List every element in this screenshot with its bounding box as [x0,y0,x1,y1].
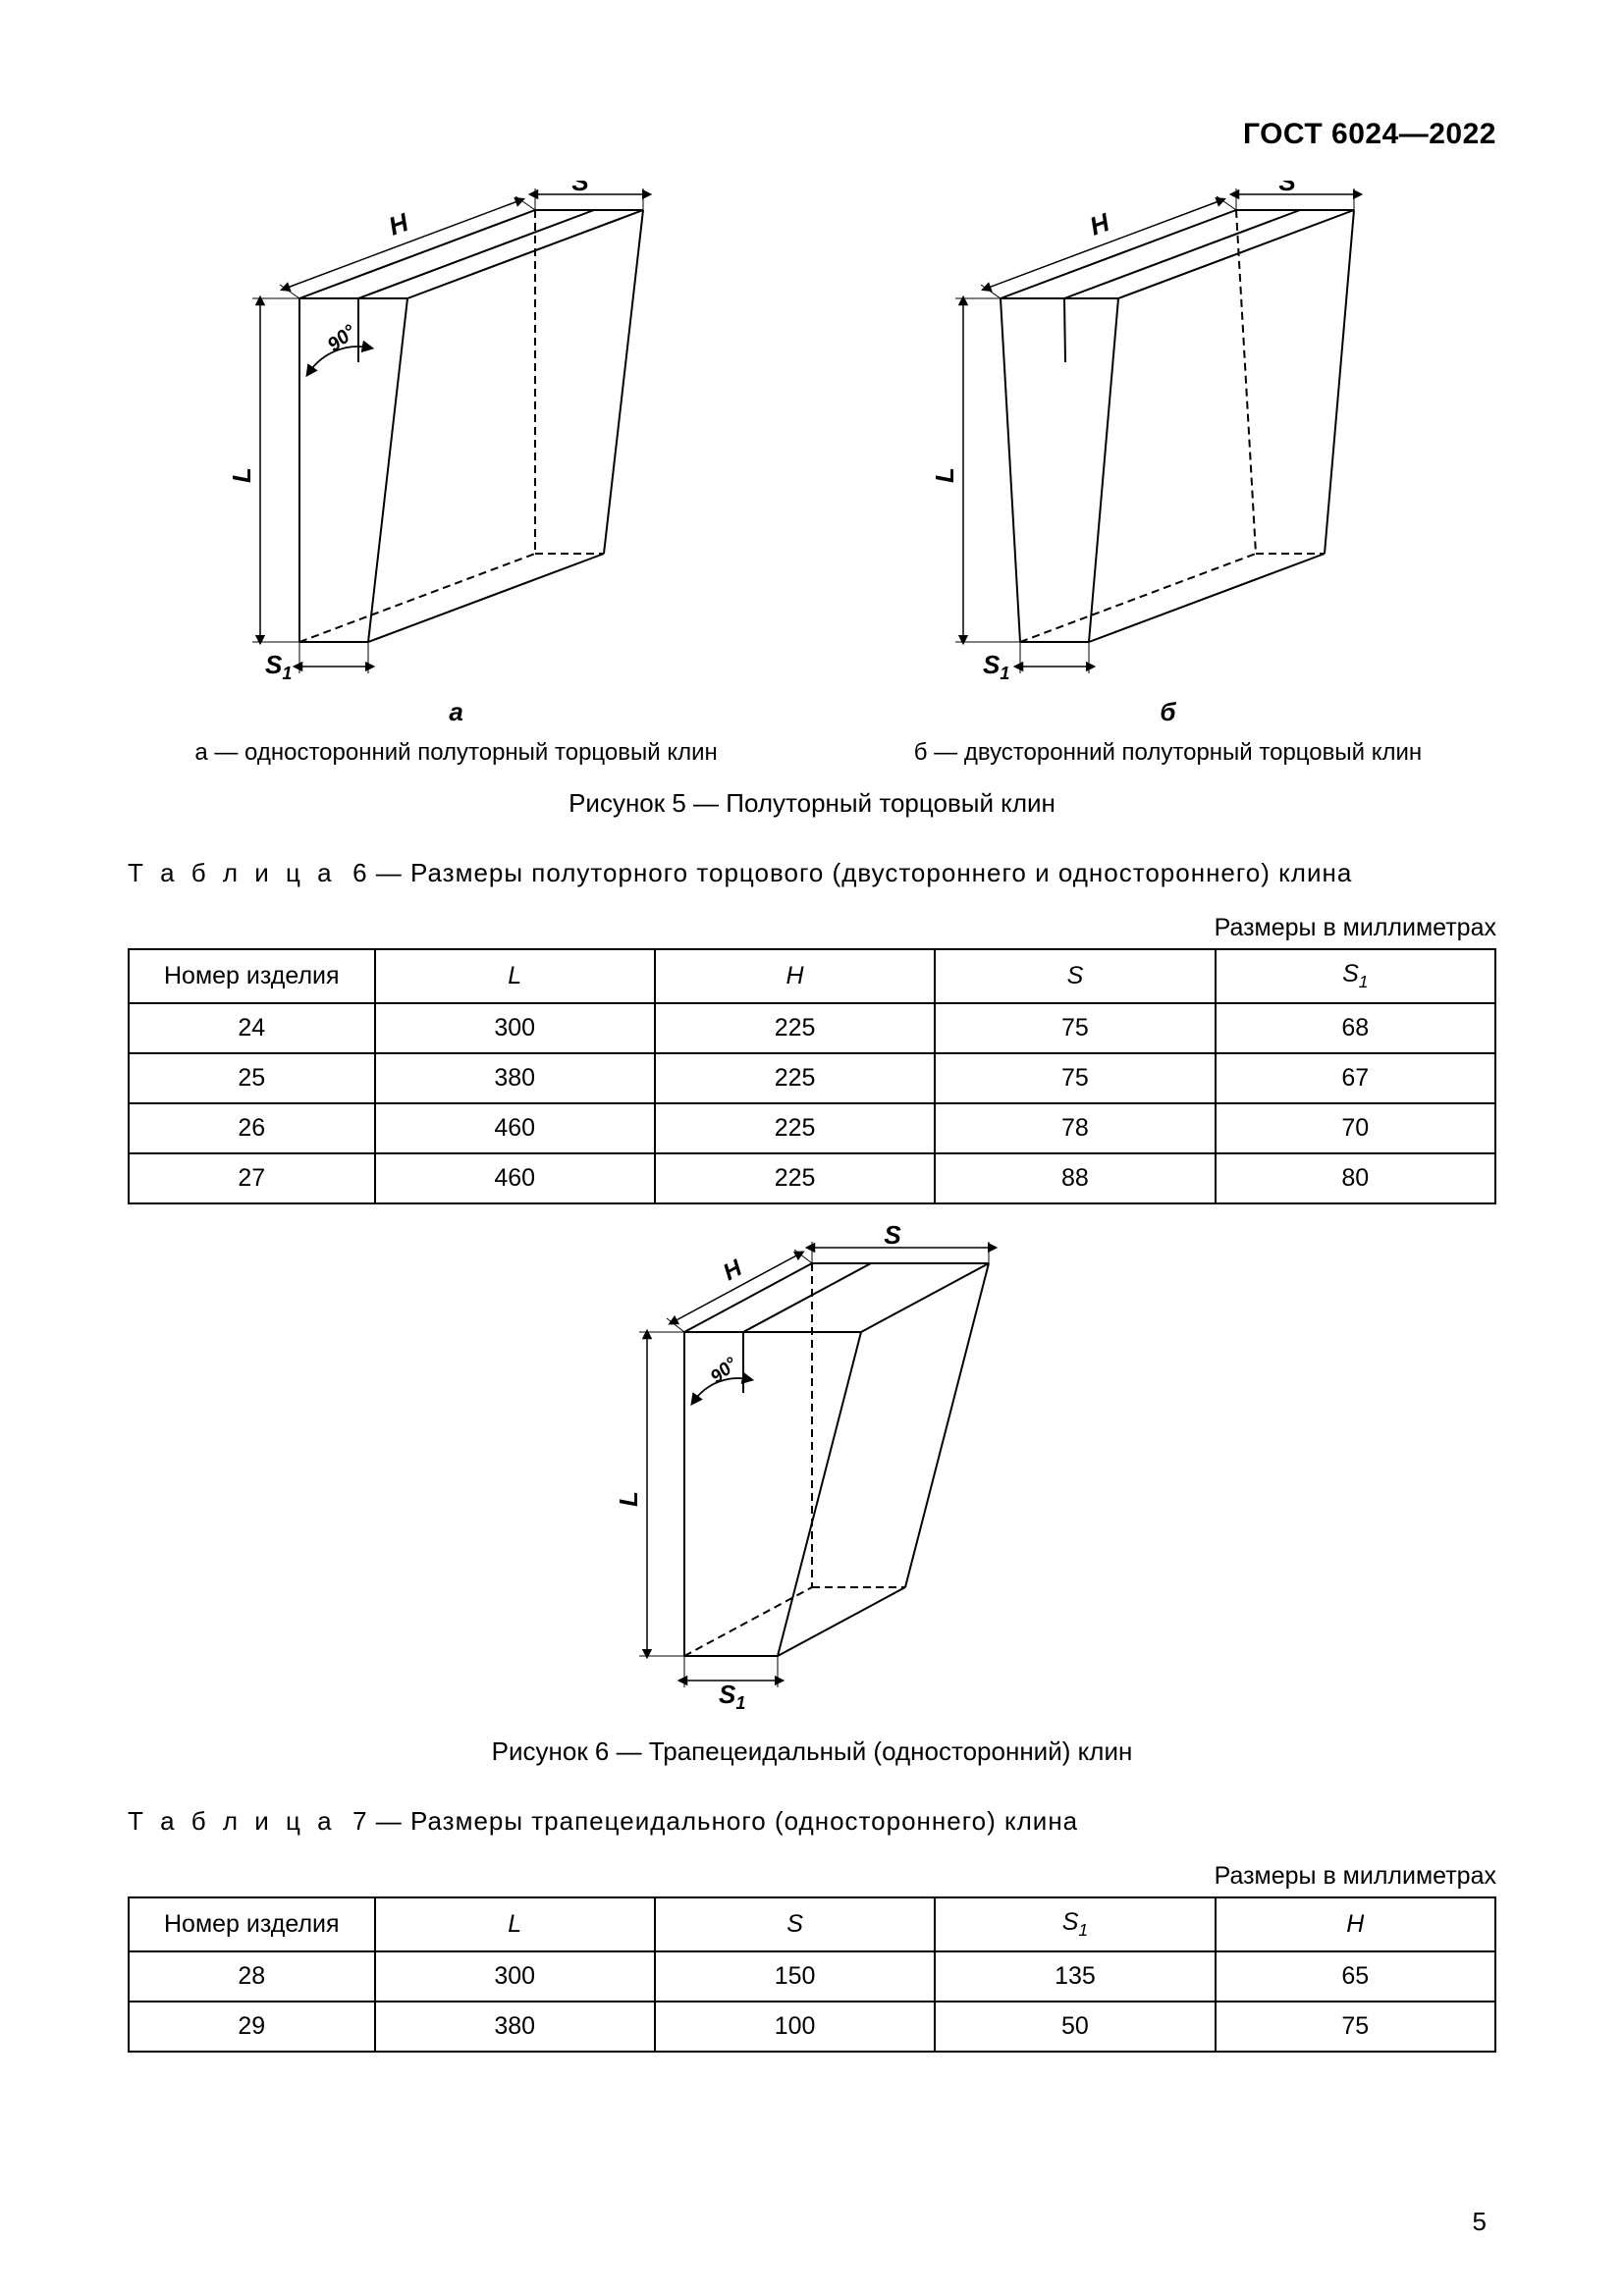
table-cell: 225 [655,1103,935,1153]
table-cell: 26 [129,1103,375,1153]
figure-5a-caption: а — односторонний полуторный торцовый кл… [194,739,717,767]
table-cell: 78 [935,1103,1215,1153]
figure-6-wrap: 90° S H L S1 [128,1224,1496,1715]
table-header: L [375,1897,655,1951]
wedge-diagram-b: S H L S1 [853,181,1482,691]
table-row: 2830015013565 [129,1951,1495,2002]
table-cell: 100 [655,2002,935,2052]
table-7: Номер изделияLSS1H2830015013565293801005… [128,1896,1496,2053]
table-cell: 68 [1216,1003,1495,1053]
table-6-title: Т а б л и ц а 6 — Размеры полуторного то… [128,858,1496,888]
figure-5-row: 90° S H L S1 [128,181,1496,767]
table-7-title: Т а б л и ц а 7 — Размеры трапецеидально… [128,1806,1496,1837]
table-cell: 460 [375,1103,655,1153]
wedge-diagram-6: 90° S H L S1 [537,1224,1087,1715]
table-cell: 75 [1216,2002,1495,2052]
figure-5b-caption: б — двусторонний полуторный торцовый кли… [914,739,1422,767]
table-header: H [655,949,935,1003]
dim-s1-label: S1 [983,650,1009,683]
table-7-units: Размеры в миллиметрах [128,1862,1496,1891]
table-header: L [375,949,655,1003]
table-cell: 70 [1216,1103,1495,1153]
table-cell: 50 [935,2002,1215,2052]
dim-l-label: L [930,467,959,483]
table-cell: 225 [655,1003,935,1053]
table-cell: 24 [129,1003,375,1053]
figure-5b: S H L S1 б б — двусторонний полуторный т… [839,181,1496,767]
table-cell: 25 [129,1053,375,1103]
figure-5b-letter: б [1160,697,1175,727]
dim-s-label: S [571,181,589,196]
table-cell: 67 [1216,1053,1495,1103]
table-cell: 225 [655,1153,935,1203]
table-cell: 460 [375,1153,655,1203]
figure-5a-letter: а [449,697,462,727]
table-cell: 27 [129,1153,375,1203]
table-cell: 300 [375,1951,655,2002]
table-cell: 80 [1216,1153,1495,1203]
table-row: 243002257568 [129,1003,1495,1053]
table-cell: 65 [1216,1951,1495,2002]
table-cell: 380 [375,1053,655,1103]
table-cell: 225 [655,1053,935,1103]
figure-5a: 90° S H L S1 [128,181,785,767]
dim-h-label: H [1086,207,1114,241]
table-header: S [935,949,1215,1003]
table-cell: 75 [935,1053,1215,1103]
table-6: Номер изделияLHSS12430022575682538022575… [128,948,1496,1204]
figure-5-main-caption: Рисунок 5 — Полуторный торцовый клин [128,788,1496,819]
page-number: 5 [1473,2207,1487,2237]
dim-s1-label: S1 [719,1680,745,1713]
table-cell: 135 [935,1951,1215,2002]
table-cell: 75 [935,1003,1215,1053]
dim-s1-label: S1 [265,650,292,683]
dim-s-label: S [1279,181,1297,196]
table-row: 264602257870 [129,1103,1495,1153]
table-cell: 88 [935,1153,1215,1203]
document-page: ГОСТ 6024—2022 [0,0,1624,2296]
table-6-units: Размеры в миллиметрах [128,914,1496,942]
table-cell: 300 [375,1003,655,1053]
table-cell: 150 [655,1951,935,2002]
dim-l-label: L [614,1491,643,1507]
table-header: Номер изделия [129,1897,375,1951]
figure-6-main-caption: Рисунок 6 — Трапецеидальный (односторонн… [128,1736,1496,1767]
table-row: 274602258880 [129,1153,1495,1203]
table-header: H [1216,1897,1495,1951]
dim-l-label: L [227,467,256,483]
angle-label: 90° [323,320,360,356]
table-header: S [655,1897,935,1951]
table-row: 253802257567 [129,1053,1495,1103]
table-header: S1 [1216,949,1495,1003]
table-cell: 29 [129,2002,375,2052]
dim-s-label: S [884,1224,901,1250]
table-header: S1 [935,1897,1215,1951]
table-cell: 380 [375,2002,655,2052]
standard-code: ГОСТ 6024—2022 [128,118,1496,151]
table-header: Номер изделия [129,949,375,1003]
dim-h-label: H [719,1255,747,1286]
dim-h-label: H [384,207,412,241]
wedge-diagram-a: 90° S H L S1 [142,181,771,691]
table-cell: 28 [129,1951,375,2002]
table-row: 293801005075 [129,2002,1495,2052]
angle-label: 90° [707,1354,742,1388]
